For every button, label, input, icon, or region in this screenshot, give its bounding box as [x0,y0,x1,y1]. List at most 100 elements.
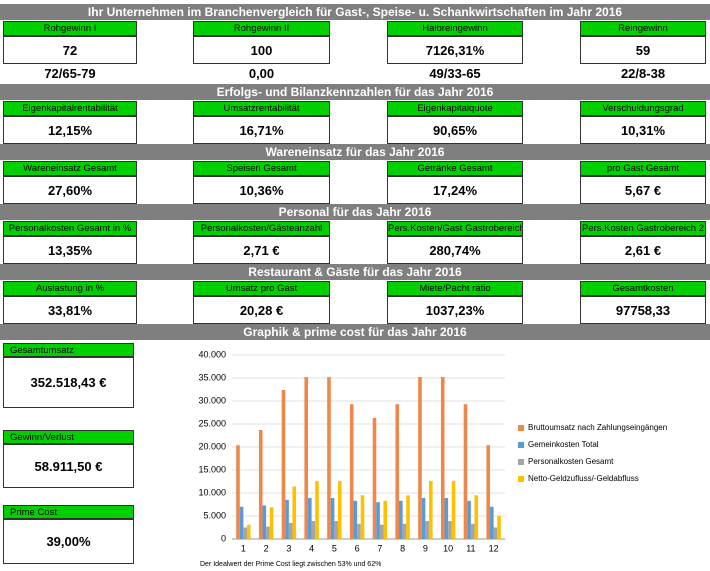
legend-swatch [518,476,524,482]
bar [266,526,270,539]
legend-swatch [518,442,524,448]
kpi-label: Umsatzrentabilität [193,101,330,116]
y-tick-label: 20.000 [198,441,226,451]
range-value: 22/8-38 [620,66,666,81]
legend-label: Bruttoumsatz nach Zahlungseingängen [528,423,667,432]
bar [418,377,422,539]
bar [334,521,338,539]
kpi-value: 97758,33 [580,296,706,324]
legend-label: Gemeinkosten Total [528,440,599,449]
summary-value: 352.518,43 € [3,357,134,408]
bar [236,445,240,539]
bar [497,516,501,539]
bar [281,389,286,539]
kpi-value: 59 [580,36,706,64]
bar [470,523,475,539]
kpi-value: 16,71% [193,116,330,144]
kpi-value: 33,81% [3,296,137,324]
bar [315,481,319,539]
bar [421,498,426,539]
section-header: Restaurant & Gäste für das Jahr 2016 [0,264,710,280]
kpi-value: 20,28 € [193,296,330,324]
kpi-label: Auslastung in % [3,281,137,296]
x-tick-label: 8 [400,543,405,553]
x-tick-label: 1 [241,543,246,553]
bar [308,498,312,539]
section-header: Wareneinsatz für das Jahr 2016 [0,144,710,160]
note: Der Idealwert der Prime Cost liegt zwisc… [200,561,382,568]
kpi-value: 7126,31% [387,36,523,64]
kpi-label: Halbreingewinn [387,21,523,36]
bar [246,524,251,539]
range-value: 49/33-65 [429,66,481,81]
y-tick-label: 15.000 [198,464,226,474]
bar [425,521,429,539]
summary-value: 39,00% [3,519,134,564]
bar [327,377,331,539]
kpi-value: 10,31% [580,116,706,144]
kpi-value: 27,60% [3,176,137,204]
bar [490,506,494,539]
bar [285,499,289,539]
kpi-label: Rohgewinn I [3,21,137,36]
kpi-label: Reingewinn [580,21,706,36]
bar [304,377,309,539]
y-tick-label: 35.000 [198,372,226,382]
bar [448,521,452,539]
bar [399,500,403,539]
legend-swatch [518,459,524,465]
bar [258,429,263,539]
kpi-value: 72 [3,36,137,64]
y-tick-label: 30.000 [198,395,226,405]
bar [428,481,433,539]
legend-label: Personalkosten Gesamt [528,457,614,466]
bar [311,521,316,539]
kpi-label: Eigenkapitalrentabilität [3,101,137,116]
kpi-value: 13,35% [3,236,137,264]
range-value: 0,00 [248,66,275,81]
section-header: Ihr Unternehmen im Branchenvergleich für… [0,4,710,20]
bar [486,445,491,539]
kpi-value: 12,15% [3,116,137,144]
summary-label: Prime Cost [3,505,134,519]
kpi-label: Umsatz pro Gast [193,281,330,296]
bar [406,495,410,539]
kpi-label: Getränke Gesamt [387,161,523,176]
kpi-label: Gesamtkosten [580,281,706,296]
kpi-label: Verschuldungsgrad [580,101,706,116]
x-tick-label: 6 [355,543,360,553]
kpi-label: pro Gast Gesamt [580,161,706,176]
bar [383,500,388,539]
bar [239,506,244,539]
bar [395,404,400,539]
x-tick-label: 2 [264,543,269,553]
bar [474,495,479,539]
legend-swatch [518,425,524,431]
kpi-label: Pers.Kosten/Gast Gastrobereich 1 [387,221,523,236]
bar [292,486,297,539]
summary-label: Gewinn/Verlust [3,430,134,444]
section-header: Erfolgs- und Bilanzkennzahlen für das Ja… [0,84,710,100]
kpi-label: Wareneinsatz Gesamt [3,161,137,176]
legend-label: Netto-Geldzufluss/-Geldabfluss [528,474,639,483]
bar [444,498,449,539]
x-tick-label: 11 [466,543,475,553]
x-tick-label: 12 [489,543,499,553]
range-value: 72/65-79 [44,66,96,81]
bar [262,505,267,539]
bar [349,404,354,539]
bar [372,418,377,539]
bar [402,523,407,539]
bar [440,377,445,539]
bar [467,500,471,539]
y-tick-label: 5.000 [203,510,226,520]
kpi-label: Miete/Pacht ratio [387,281,523,296]
kpi-value: 280,74% [387,236,523,264]
kpi-label: Speisen Gesamt [193,161,330,176]
bar [463,404,468,539]
x-tick-label: 10 [443,543,453,553]
x-tick-label: 4 [309,543,314,553]
summary-label: Gesamtumsatz [3,343,134,357]
x-tick-label: 9 [423,543,428,553]
